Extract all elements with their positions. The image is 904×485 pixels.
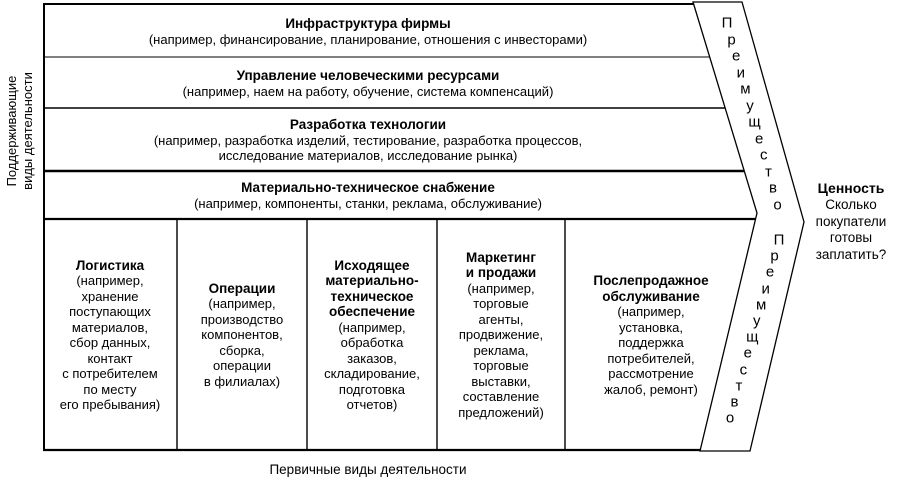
advantage-letter: у [753,312,761,330]
support-row-desc: (например, финансирование, планирование,… [148,31,588,47]
primary-col-title: Маркетинг и продажи [465,249,537,281]
advantage-letter: о [773,196,782,213]
primary-col-outbound-logistics: Исходящее материально- техническое обесп… [308,221,436,449]
primary-col-after-sales-service: Послепродажное обслуживание (например, у… [566,221,736,449]
advantage-letter: в [730,393,739,411]
value-question: Сколько покупатели готовы заплатить? [815,197,887,262]
advantage-letter: м [740,80,751,98]
primary-col-desc: (например, производство компонентов, сбо… [200,296,284,389]
primary-col-title: Послепродажное обслуживание [593,273,709,304]
support-row-desc: (например, разработка изделий, тестирова… [153,133,583,163]
primary-col-title: Операции [208,280,276,296]
support-row-procurement: Материально-техническое снабжение (напри… [43,172,693,218]
advantage-letter: щ [748,113,761,131]
advantage-letter: р [727,31,736,48]
advantage-letter: е [732,47,741,65]
primary-col-operations: Операции (например, производство компоне… [178,221,306,449]
support-row-desc: (например, наем на работу, обучение, сис… [182,83,554,99]
primary-activities-axis-label: Первичные виды деятельности [269,462,467,477]
primary-col-desc: (например, установка, поддержка потребит… [604,304,698,397]
diagram-grid-lines [43,3,757,452]
advantage-letter: в [769,179,777,197]
support-row-title: Управление человеческими ресурсами [236,67,500,83]
value-title: Ценность [817,180,885,196]
advantage-letter: П [773,231,785,249]
advantage-letter: т [764,163,772,180]
primary-col-logistics: Логистика (например, хранение поступающи… [45,221,175,449]
value-annotation: Ценность Сколько покупатели готовы запла… [798,180,904,263]
advantage-letter: с [739,361,748,379]
primary-col-desc: (например, обработка заказов, складирова… [324,319,420,413]
support-row-technology-development: Разработка технологии (например, разрабо… [43,109,693,171]
primary-col-desc: (например, хранение поступающих материал… [59,273,161,412]
advantage-letter: и [736,64,745,81]
advantage-letter: П [721,14,733,32]
advantage-letter: м [756,296,767,314]
advantage-letter: с [760,146,768,164]
advantage-letter: щ [746,328,759,346]
advantage-letter: р [770,247,779,265]
support-row-infrastructure: Инфраструктура фирмы (например, финансир… [43,5,693,57]
advantage-letter: е [765,263,775,281]
primary-col-title: Исходящее материально- техническое обесп… [325,257,419,320]
advantage-letter: е [743,344,753,362]
support-row-hr-management: Управление человеческими ресурсами (напр… [43,58,693,108]
advantage-letter: е [755,130,764,147]
primary-col-desc: (например, торговые агенты, продвижение,… [458,280,544,420]
primary-col-title: Логистика [75,257,145,273]
advantage-arrow-shape [692,1,805,452]
support-row-desc: (например, компоненты, станки, реклама, … [194,195,542,211]
primary-col-marketing-sales: Маркетинг и продажи (например, торговые … [438,221,564,449]
advantage-letter: о [725,409,735,427]
support-row-title: Инфраструктура фирмы [285,15,451,31]
support-row-title: Разработка технологии [289,117,447,132]
advantage-letter: у [746,97,754,114]
advantage-letter: т [735,377,743,395]
advantage-letter: и [761,280,770,298]
support-activities-axis-label: Поддерживающие виды деятельности [4,72,35,190]
support-row-title: Материально-техническое снабжение [241,179,495,195]
